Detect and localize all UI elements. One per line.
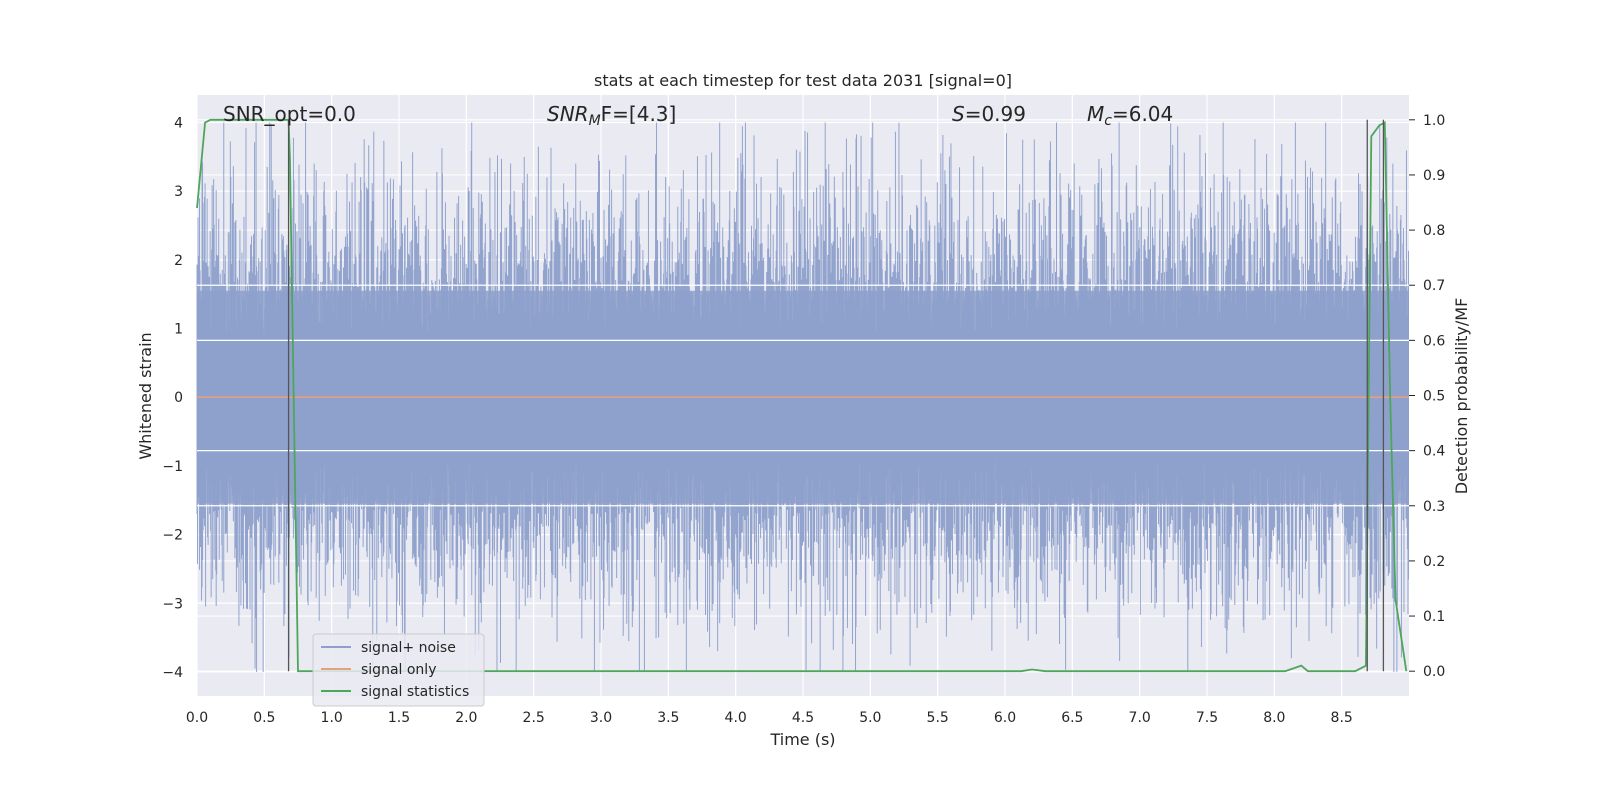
x-tick-label-4: 2.0 [455, 710, 477, 726]
snr-mf-sub: M [589, 113, 601, 129]
x-tick-label-11: 5.5 [927, 710, 949, 726]
y2-tick-label-6: 0.4 [1423, 444, 1445, 460]
x-tick-label-10: 5.0 [859, 710, 881, 726]
y2-tick-label-3: 0.7 [1423, 278, 1445, 294]
y2-tick-label-2: 0.8 [1423, 223, 1445, 239]
x-tick-label-1: 0.5 [253, 710, 275, 726]
signal-statistics-series [196, 118, 1408, 673]
y2-tick-label-1: 0.9 [1423, 168, 1445, 184]
y-axis-label: Whitened strain [136, 332, 155, 459]
y-axis-ticks: 4 3 2 1 0 −1 −2 −3 −4 [162, 115, 183, 680]
x-tick-label-15: 7.5 [1196, 710, 1218, 726]
y2-tick-label-10: 0.0 [1423, 664, 1445, 680]
x-tick-label-5: 2.5 [523, 710, 545, 726]
y-tick-label-6: −2 [162, 528, 183, 544]
s-label: S [952, 102, 965, 126]
x-tick-label-7: 3.5 [657, 710, 679, 726]
legend-box [312, 633, 485, 707]
y2-axis-ticks: 1.0 0.9 0.8 0.7 0.6 0.5 0.4 0.3 0.2 0.1 0.0 [1409, 113, 1445, 680]
x-tick-label-0: 0.0 [186, 710, 208, 726]
y-tick-label-8: −4 [162, 665, 183, 681]
x-tick-label-9: 4.5 [792, 710, 814, 726]
y2-tick-label-4: 0.6 [1423, 333, 1445, 349]
y-tick-label-3: 1 [174, 322, 183, 338]
y-tick-label-7: −3 [162, 596, 183, 612]
x-axis-ticks: 0.0 0.5 1.0 1.5 2.0 2.5 3.0 3.5 4.0 4.5 5.0 5.5 6.0 6… [186, 710, 1353, 726]
s-value: =0.99 [965, 102, 1026, 126]
y-tick-label-1: 3 [174, 184, 183, 200]
mc-sub: c [1104, 113, 1112, 129]
mc-base: M [1087, 102, 1104, 126]
snr-opt-annotation: SNR_opt=0.0 [223, 102, 356, 126]
signal-statistics-line [196, 118, 1408, 673]
y2-tick-label-8: 0.2 [1423, 554, 1445, 570]
chart-title: stats at each timestep for test data 203… [594, 71, 1012, 90]
x-tick-label-14: 7.0 [1129, 710, 1151, 726]
x-tick-label-17: 8.5 [1331, 710, 1353, 726]
y-tick-label-5: −1 [162, 459, 183, 475]
snr-mf-rest: F=[4.3] [601, 102, 677, 126]
y2-tick-label-0: 1.0 [1423, 113, 1445, 129]
legend-label-signal-statistics: signal statistics [361, 684, 469, 700]
x-tick-label-12: 6.0 [994, 710, 1016, 726]
x-tick-label-13: 6.5 [1061, 710, 1083, 726]
mc-annotation: Mc=6.04 [1087, 102, 1173, 129]
y2-tick-label-5: 0.5 [1423, 389, 1445, 405]
y-tick-label-4: 0 [174, 390, 183, 406]
legend-label-signal-only: signal only [361, 662, 436, 678]
detection-markers [287, 119, 1385, 672]
mc-value: =6.04 [1112, 102, 1173, 126]
y-tick-label-2: 2 [174, 253, 183, 269]
noise-trace [196, 122, 1409, 672]
snr-mf-base: SNR [547, 102, 589, 126]
x-tick-label-2: 1.0 [321, 710, 343, 726]
legend: signal+ noise signal only signal statist… [312, 633, 485, 707]
snr-mf-annotation: SNRMF=[4.3] [547, 102, 676, 129]
y2-tick-label-9: 0.1 [1423, 609, 1445, 625]
legend-label-signal-noise: signal+ noise [361, 640, 456, 656]
x-tick-label-6: 3.0 [590, 710, 612, 726]
x-tick-label-8: 4.0 [725, 710, 747, 726]
y2-axis-label: Detection probability/MF [1452, 298, 1471, 495]
x-tick-label-3: 1.5 [388, 710, 410, 726]
x-tick-label-16: 8.0 [1263, 710, 1285, 726]
s-annotation: S=0.99 [952, 102, 1026, 126]
x-axis-label: Time (s) [769, 730, 835, 749]
y2-tick-label-7: 0.3 [1423, 499, 1445, 515]
y-tick-label-0: 4 [174, 115, 183, 131]
